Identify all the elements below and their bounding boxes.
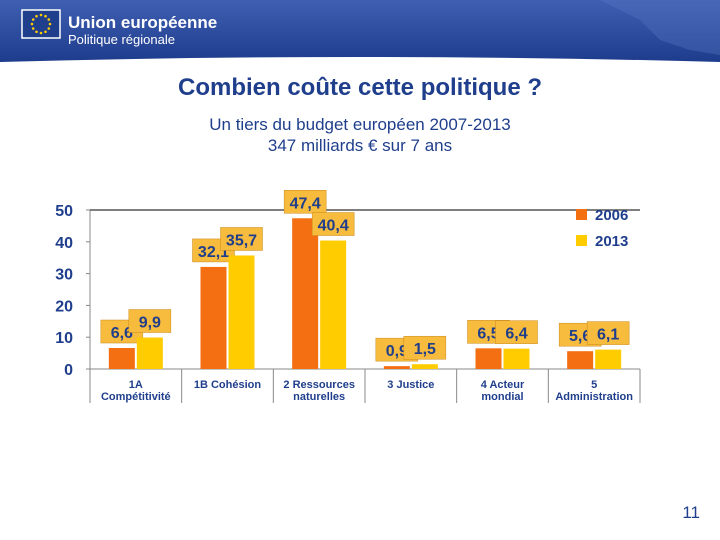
brand: Union européenne Politique régionale (68, 14, 217, 48)
legend-swatch-2013 (576, 235, 587, 246)
y-tick-label: 0 (64, 362, 73, 379)
slide-subtitle: Un tiers du budget européen 2007-2013 34… (0, 114, 720, 156)
x-tick-label: Administration (555, 391, 633, 403)
bar-2006 (200, 266, 227, 369)
data-label: 47,4 (290, 195, 321, 212)
bar-2013 (228, 255, 255, 369)
legend-label: 2013 (595, 233, 628, 250)
subtitle-line-2: 347 milliards € sur 7 ans (267, 136, 453, 155)
bar-2006 (475, 348, 502, 369)
x-tick-label: 5 (591, 379, 597, 391)
data-label: 6,5 (477, 325, 499, 342)
data-label: 6,6 (111, 325, 133, 342)
page-number: 11 (682, 503, 700, 522)
data-label: 0,9 (386, 343, 408, 360)
data-label-box (283, 190, 327, 214)
bar-2006 (567, 351, 594, 369)
data-label-box (403, 335, 447, 360)
data-label: 35,7 (226, 232, 257, 249)
data-label-box (128, 309, 172, 333)
data-label: 6,4 (505, 326, 527, 343)
subtitle-line-1: Un tiers du budget européen 2007-2013 (209, 115, 511, 134)
x-tick-label: mondial (481, 391, 523, 403)
bar-2013 (595, 349, 622, 369)
x-tick-label: 2 Ressources (283, 379, 355, 391)
header-banner: Union européenne Politique régionale (0, 0, 720, 62)
data-label-box (495, 320, 538, 344)
data-label-box (311, 212, 355, 236)
y-tick-label: 50 (55, 203, 73, 220)
x-tick-label: naturelles (293, 391, 345, 403)
bar-2013 (503, 348, 530, 369)
x-tick-label: 3 Justice (387, 379, 434, 391)
data-label: 1,5 (414, 341, 436, 358)
legend-label: 2006 (595, 207, 628, 224)
legend-swatch-2006 (576, 209, 587, 220)
y-tick-label: 40 (55, 235, 73, 252)
x-tick-label: 1A (129, 379, 143, 391)
slide-title: Combien coûte cette politique ? (177, 74, 543, 101)
x-tick-label: 4 Acteur (481, 379, 525, 391)
data-label: 40,4 (318, 218, 349, 235)
bar-2013 (320, 240, 347, 369)
x-tick-label: 1B Cohésion (194, 379, 262, 391)
brand-subtitle: Politique régionale (68, 32, 175, 47)
eu-stars-icon (30, 13, 52, 35)
header-background (0, 0, 720, 62)
data-label: 9,9 (139, 315, 161, 332)
y-tick-label: 20 (55, 298, 73, 315)
x-tick-label: Compétitivité (101, 391, 171, 403)
data-label: 5,6 (569, 328, 591, 345)
brand-title: Union européenne (68, 13, 218, 32)
bar-2006 (292, 218, 319, 369)
y-tick-label: 30 (55, 267, 73, 284)
bar-2006 (108, 348, 135, 369)
bar-2013 (136, 337, 163, 369)
bar-2013 (411, 364, 438, 369)
data-label-box (586, 321, 630, 345)
bar-2006 (383, 366, 410, 369)
y-tick-label: 10 (55, 330, 73, 347)
data-label: 6,1 (597, 327, 619, 344)
data-label-box (220, 227, 263, 251)
